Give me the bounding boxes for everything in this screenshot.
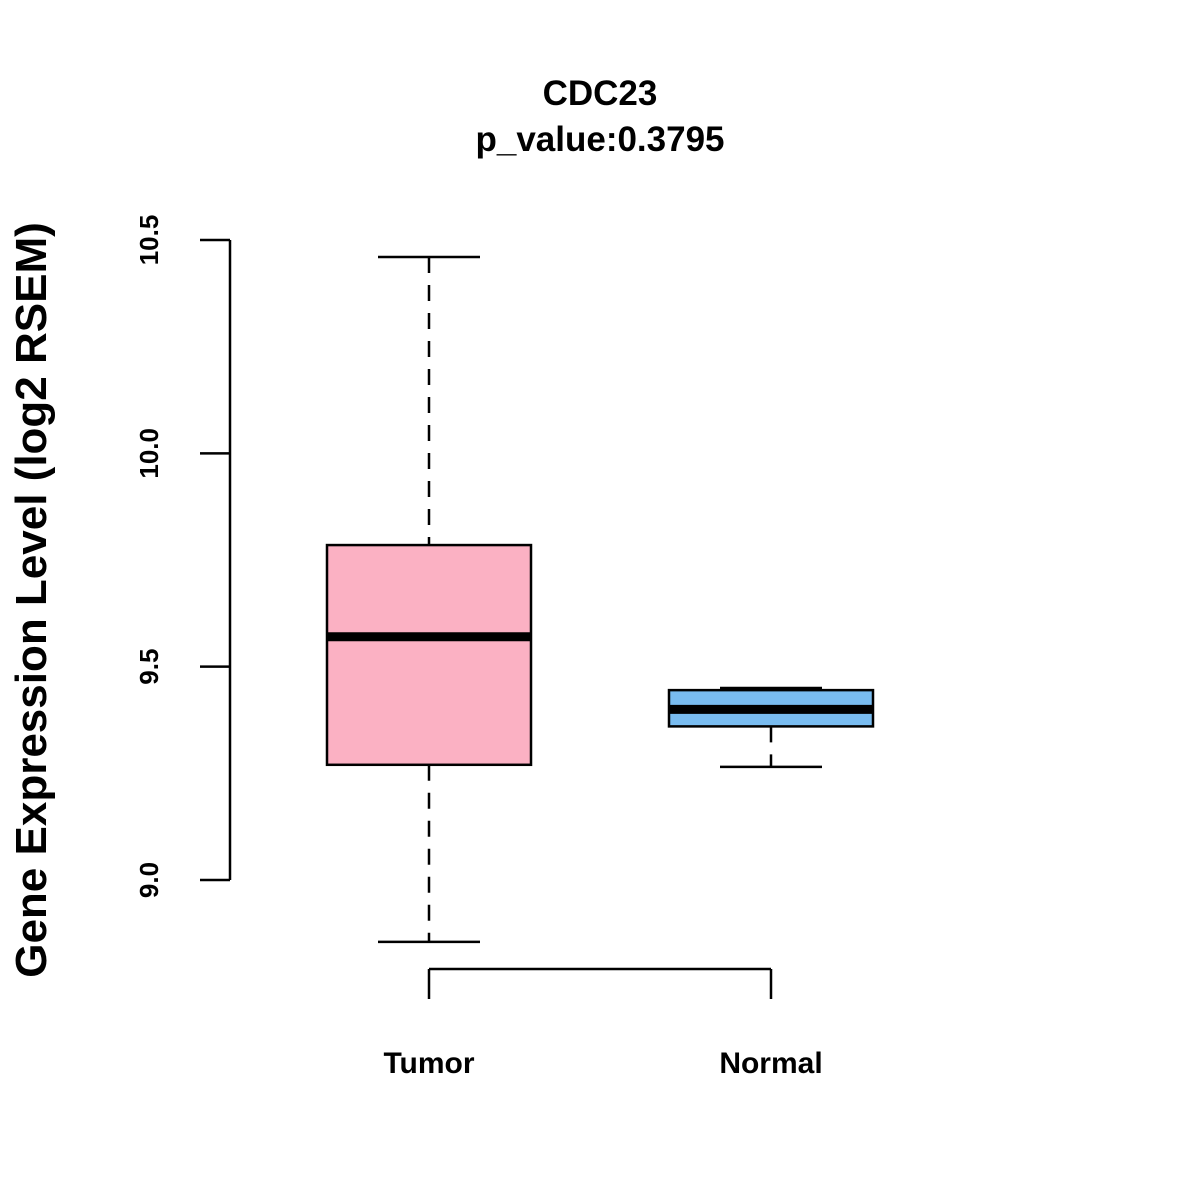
comparison-bracket	[427, 967, 773, 999]
box-layer	[325, 255, 875, 944]
x-category-labels: Tumor Normal	[383, 1047, 822, 1080]
y-tick-label: 10.0	[134, 428, 164, 479]
y-tick-label: 10.5	[134, 215, 164, 266]
y-tick-label: 9.5	[134, 649, 164, 685]
x-category-label: Normal	[719, 1047, 822, 1080]
chart-subtitle: p_value:0.3795	[475, 120, 724, 159]
y-axis: 9.0 9.5 10.0 10.5	[134, 215, 232, 898]
box-tumor	[325, 255, 533, 944]
chart-title: CDC23	[543, 74, 658, 113]
x-category-label: Tumor	[383, 1047, 474, 1080]
y-tick-label: 9.0	[134, 862, 164, 898]
box-normal	[667, 686, 875, 769]
y-axis-label: Gene Expression Level (log2 RSEM)	[7, 222, 56, 978]
iqr-box	[325, 543, 533, 767]
